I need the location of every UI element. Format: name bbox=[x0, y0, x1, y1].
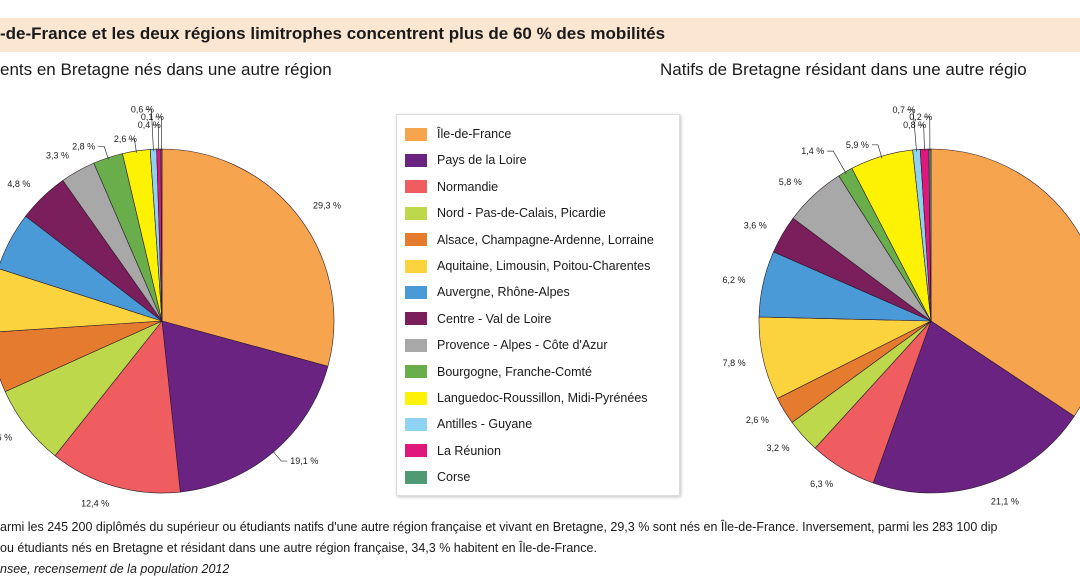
leader-line bbox=[98, 145, 109, 160]
data-label: 6,2 % bbox=[723, 275, 746, 285]
legend-label: Normandie bbox=[437, 179, 499, 194]
leader-line bbox=[155, 116, 162, 152]
note-line-2: ou étudiants nés en Bretagne et résidant… bbox=[0, 541, 597, 555]
leader-line bbox=[152, 124, 160, 152]
legend-item: Bourgogne, Franche-Comté bbox=[405, 363, 592, 381]
pie-slices bbox=[758, 148, 1080, 494]
chart-title: -de-France et les deux régions limitroph… bbox=[0, 24, 666, 43]
legend-swatch bbox=[405, 391, 427, 405]
legend-item: Île-de-France bbox=[405, 125, 511, 143]
legend-item: Pays de la Loire bbox=[405, 151, 527, 169]
data-label: 3,6 % bbox=[744, 220, 767, 230]
data-label: 12,4 % bbox=[81, 498, 109, 508]
legend-item: Nord - Pas-de-Calais, Picardie bbox=[405, 204, 606, 222]
legend-item: Alsace, Champagne-Ardenne, Lorraine bbox=[405, 231, 654, 249]
leader-line bbox=[923, 116, 931, 152]
leader-line bbox=[271, 450, 288, 462]
note-line-1: armi les 245 200 diplômés du supérieur o… bbox=[0, 520, 998, 534]
data-label: 1,4 % bbox=[801, 146, 824, 156]
legend-label: Provence - Alpes - Côte d'Azur bbox=[437, 338, 608, 353]
title-bar bbox=[0, 18, 1080, 52]
legend-item: Languedoc-Roussillon, Midi-Pyrénées bbox=[405, 389, 648, 407]
legend-label: Aquitaine, Limousin, Poitou-Charentes bbox=[437, 259, 651, 273]
data-label: 0,4 % bbox=[138, 120, 161, 130]
pie-slice bbox=[0, 268, 163, 332]
legend-label: Île-de-France bbox=[437, 127, 512, 141]
leader-line bbox=[145, 108, 154, 152]
pie-slice bbox=[54, 320, 181, 494]
data-label: 5,9 % bbox=[846, 140, 869, 150]
legend-swatch bbox=[405, 444, 427, 458]
legend-label: Nord - Pas-de-Calais, Picardie bbox=[437, 206, 606, 221]
data-label: 7,8 % bbox=[723, 358, 746, 368]
pie-slices bbox=[0, 148, 335, 494]
right-pie-title: Natifs de Bretagne résidant dans une aut… bbox=[660, 60, 1027, 79]
legend-swatch bbox=[405, 285, 427, 299]
legend-swatch bbox=[405, 470, 427, 484]
legend-swatch bbox=[405, 153, 427, 167]
legend-item: Antilles - Guyane bbox=[405, 415, 532, 433]
leader-line bbox=[827, 150, 847, 174]
data-label: 2,6 % bbox=[114, 134, 137, 144]
legend-label: Corse bbox=[437, 470, 471, 485]
source-note: nsee, recensement de la population 2012 bbox=[0, 562, 230, 576]
data-label: 4,8 % bbox=[7, 179, 30, 189]
legend-swatch bbox=[405, 206, 427, 220]
pie-slice bbox=[872, 320, 1075, 494]
legend-swatch bbox=[405, 312, 427, 326]
data-label: 0,6 % bbox=[131, 104, 154, 114]
legend-swatch bbox=[405, 338, 427, 352]
legend-item: Auvergne, Rhône-Alpes bbox=[405, 283, 570, 301]
pie-slice bbox=[930, 148, 1080, 417]
leader-line bbox=[871, 144, 883, 159]
data-label: 0,7 % bbox=[893, 105, 916, 115]
legend-label: Pays de la Loire bbox=[437, 153, 527, 168]
legend-item: Normandie bbox=[405, 178, 498, 196]
legend-item: Centre - Val de Loire bbox=[405, 310, 551, 328]
data-label: 0,8 % bbox=[903, 120, 926, 130]
legend-label: Antilles - Guyane bbox=[437, 417, 533, 432]
data-label: 3,3 % bbox=[46, 150, 69, 160]
pie-slice bbox=[0, 320, 163, 393]
data-label: 21,1 % bbox=[991, 496, 1019, 506]
legend-label: Centre - Val de Loire bbox=[437, 311, 552, 326]
leader-line bbox=[907, 109, 917, 152]
pie-slice bbox=[161, 148, 335, 367]
legend-item: Corse bbox=[405, 468, 470, 486]
left-pie-title: ents en Bretagne nés dans une autre régi… bbox=[0, 60, 332, 79]
data-label: 29,3 % bbox=[313, 201, 341, 211]
legend-swatch bbox=[405, 417, 427, 431]
data-label: 2,8 % bbox=[72, 141, 95, 151]
legend-item: Aquitaine, Limousin, Poitou-Charentes bbox=[405, 257, 650, 275]
data-label: 7,6 % bbox=[0, 433, 12, 443]
legend-item: La Réunion bbox=[405, 442, 501, 460]
legend: Île-de-France Pays de la Loire Normandie No… bbox=[396, 114, 680, 496]
data-label: 0,2 % bbox=[909, 112, 932, 122]
data-label: 5,8 % bbox=[779, 177, 802, 187]
data-label: 19,1 % bbox=[290, 456, 318, 466]
leader-line bbox=[128, 138, 137, 153]
legend-label: Bourgogne, Franche-Comté bbox=[437, 364, 592, 379]
data-label: 6,3 % bbox=[810, 479, 833, 489]
legend-swatch bbox=[405, 259, 427, 273]
legend-swatch bbox=[405, 365, 427, 379]
legend-swatch bbox=[405, 233, 427, 247]
data-label: 2,6 % bbox=[746, 415, 769, 425]
legend-swatch bbox=[405, 127, 427, 141]
leader-line bbox=[917, 124, 925, 152]
legend-item: Provence - Alpes - Côte d'Azur bbox=[405, 336, 608, 354]
legend-swatch bbox=[405, 180, 427, 194]
data-label: 3,2 % bbox=[767, 443, 790, 453]
legend-label: Alsace, Champagne-Ardenne, Lorraine bbox=[437, 232, 654, 247]
legend-label: La Réunion bbox=[437, 443, 501, 458]
legend-label: Languedoc-Roussillon, Midi-Pyrénées bbox=[437, 391, 648, 405]
data-label: 0,1 % bbox=[141, 112, 164, 122]
legend-label: Auvergne, Rhône-Alpes bbox=[437, 285, 570, 300]
